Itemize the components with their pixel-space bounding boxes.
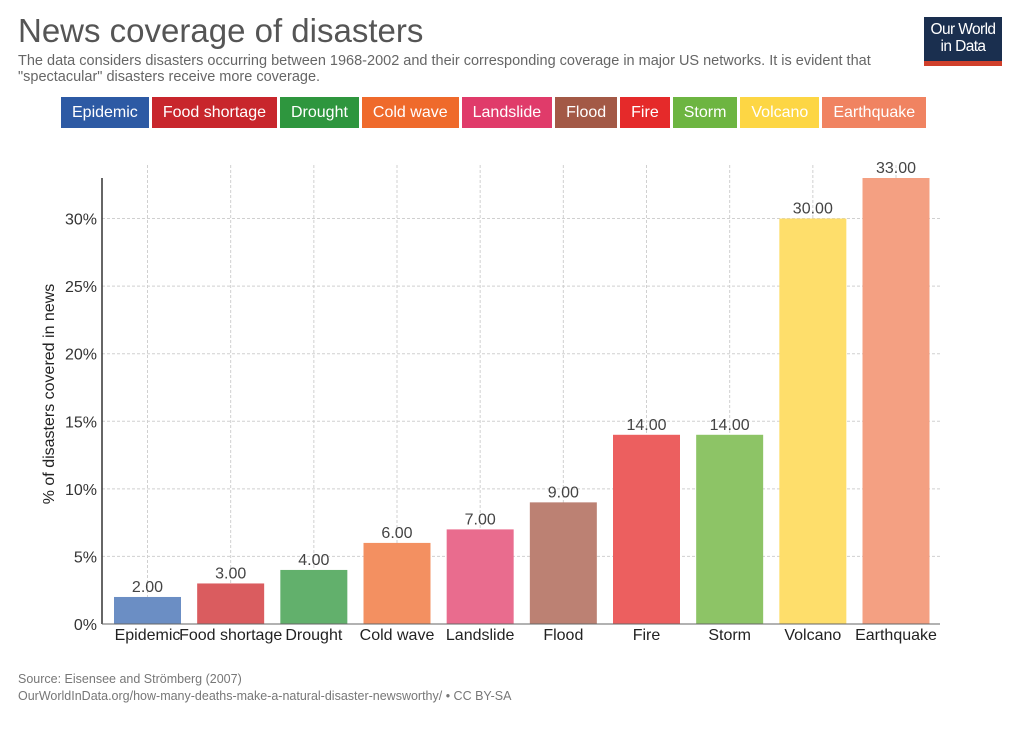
legend-item-cold-wave[interactable]: Cold wave	[361, 97, 459, 128]
data-label: 9.00	[548, 484, 579, 501]
legend-item-food-shortage[interactable]: Food shortage	[151, 97, 277, 128]
legend-item-fire[interactable]: Fire	[620, 97, 670, 128]
data-label: 30.00	[793, 201, 833, 218]
x-tick-label: Flood	[543, 627, 583, 644]
source-url[interactable]: OurWorldInData.org/how-many-deaths-make-…	[18, 689, 512, 703]
data-label: 6.00	[381, 525, 412, 542]
x-tick-label: Earthquake	[855, 627, 937, 644]
bar-earthquake	[862, 178, 930, 624]
x-tick-label: Fire	[633, 627, 661, 644]
chart-subtitle: The data considers disasters occurring b…	[18, 53, 871, 85]
bar-food-shortage	[197, 583, 265, 624]
bar-fire	[613, 434, 680, 624]
data-label: 7.00	[465, 511, 496, 528]
y-axis-label: % of disasters covered in news	[41, 284, 58, 505]
legend-item-landslide[interactable]: Landslide	[461, 97, 553, 128]
data-label: 4.00	[298, 552, 329, 569]
bar-landslide	[446, 529, 514, 624]
bar-cold-wave	[363, 542, 431, 624]
owid-logo[interactable]: Our World in Data	[924, 17, 1002, 66]
x-tick-label: Storm	[708, 627, 751, 644]
legend: Epidemic Food shortage Drought Cold wave Lan…	[61, 97, 927, 128]
y-tick-label: 25%	[65, 279, 97, 296]
x-tick-label: Drought	[285, 627, 342, 644]
legend-item-earthquake[interactable]: Earthquake	[822, 97, 927, 128]
y-tick-label: 5%	[74, 549, 97, 566]
chart-title: News coverage of disasters	[18, 12, 424, 49]
x-tick-label: Epidemic	[115, 627, 181, 644]
logo-line-1: Our World	[930, 21, 997, 38]
data-label: 33.00	[876, 160, 916, 177]
bar-drought	[280, 569, 348, 624]
x-tick-label: Volcano	[784, 627, 841, 644]
logo-line-2: in Data	[940, 38, 987, 55]
data-label: 2.00	[132, 579, 163, 596]
bar-volcano	[779, 218, 847, 624]
bar-epidemic	[114, 596, 181, 624]
x-tick-label: Food shortage	[179, 627, 282, 644]
legend-item-storm[interactable]: Storm	[672, 97, 738, 128]
data-label: 3.00	[215, 565, 246, 582]
bar-storm	[696, 434, 764, 624]
bar-flood	[529, 502, 597, 624]
data-label: 14.00	[626, 417, 666, 434]
legend-item-flood[interactable]: Flood	[555, 97, 618, 128]
footer: Source: Eisensee and Strömberg (2007) Ou…	[18, 671, 511, 705]
data-label: 14.00	[710, 417, 750, 434]
y-tick-label: 15%	[65, 414, 97, 431]
x-tick-label: Landslide	[446, 627, 515, 644]
x-tick-label: Cold wave	[360, 627, 435, 644]
y-tick-label: 30%	[65, 212, 97, 229]
legend-item-volcano[interactable]: Volcano	[740, 97, 820, 128]
y-tick-label: 20%	[65, 347, 97, 364]
legend-item-epidemic[interactable]: Epidemic	[61, 97, 149, 128]
y-tick-label: 10%	[65, 482, 97, 499]
source-note: Source: Eisensee and Strömberg (2007)	[18, 672, 242, 686]
legend-item-drought[interactable]: Drought	[280, 97, 359, 128]
y-tick-label: 0%	[74, 617, 97, 634]
